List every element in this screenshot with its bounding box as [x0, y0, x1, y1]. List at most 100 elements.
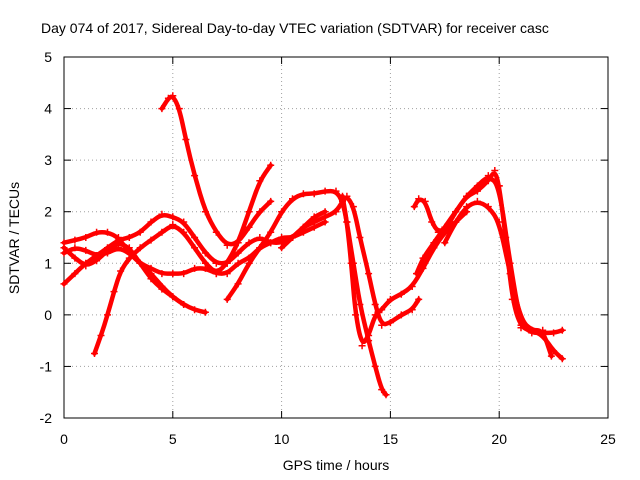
data-point [93, 228, 101, 236]
data-point [256, 177, 264, 185]
data-point [158, 210, 166, 218]
data-point [495, 218, 503, 226]
data-point [473, 187, 481, 195]
data-point [114, 244, 122, 252]
series-sat-d [60, 244, 188, 308]
data-point [371, 301, 379, 308]
series-sat-h [278, 192, 423, 329]
data-point [558, 326, 566, 334]
data-point [267, 239, 275, 247]
data-point [356, 234, 364, 241]
data-point [147, 270, 155, 278]
data-point [223, 241, 231, 249]
data-point [428, 218, 436, 226]
data-point [97, 332, 105, 339]
data-point [371, 311, 379, 319]
data-point [371, 362, 379, 370]
data-point [463, 192, 471, 200]
data-series [60, 92, 566, 399]
data-point [452, 208, 460, 216]
data-point [125, 234, 133, 241]
data-point [349, 203, 357, 211]
x-tick-label: 25 [600, 431, 616, 447]
data-point [212, 270, 220, 278]
data-point [339, 192, 346, 200]
series-line [61, 219, 328, 276]
data-point [397, 290, 405, 298]
data-point [245, 259, 253, 267]
data-point [175, 105, 183, 113]
data-point [91, 350, 98, 357]
data-point [158, 105, 166, 113]
x-tick-label: 10 [274, 431, 290, 447]
data-point [104, 311, 111, 319]
data-point [158, 270, 166, 278]
series-line [224, 188, 389, 398]
data-point [110, 288, 118, 296]
data-point [201, 249, 209, 257]
data-point [382, 391, 390, 399]
data-point [365, 270, 373, 278]
data-point [289, 195, 296, 203]
data-point [117, 267, 125, 275]
data-point [245, 239, 253, 247]
data-point [332, 208, 340, 216]
series-line [340, 193, 469, 345]
data-point [201, 308, 209, 316]
data-point [169, 213, 177, 221]
x-tick-labels: 0 5 10 15 20 25 [60, 431, 616, 447]
data-point [256, 234, 264, 241]
data-point [528, 326, 536, 334]
data-point [267, 161, 275, 169]
data-point [358, 342, 366, 350]
data-point [125, 254, 133, 262]
y-tick-label: 2 [44, 204, 52, 220]
y-tick-label: 4 [44, 101, 52, 117]
data-point [378, 321, 386, 329]
data-point [82, 234, 90, 241]
data-point [71, 270, 79, 278]
data-point [180, 301, 188, 308]
data-point [484, 177, 492, 185]
data-point [234, 259, 242, 267]
data-point [82, 262, 90, 270]
data-point [169, 270, 177, 278]
data-point [158, 228, 166, 236]
data-point [430, 239, 438, 247]
data-point [71, 236, 79, 244]
data-point [136, 244, 144, 252]
data-point [201, 259, 209, 267]
data-point [441, 239, 449, 247]
data-point [71, 254, 79, 262]
series-line [61, 246, 186, 307]
data-point [343, 218, 351, 226]
grid-lines [64, 57, 608, 418]
y-tick-labels: -2 -1 0 1 2 3 4 5 [40, 49, 53, 426]
series-sat-l [441, 197, 555, 360]
data-point [415, 195, 423, 203]
data-point [104, 228, 111, 236]
data-point [386, 295, 394, 303]
data-point [441, 223, 449, 231]
data-point [321, 187, 329, 195]
data-point [136, 228, 144, 236]
data-point [517, 316, 525, 324]
series-sat-f [158, 92, 275, 249]
data-point [234, 239, 242, 247]
data-point [463, 203, 471, 211]
data-point [299, 223, 307, 231]
series-line [159, 94, 273, 247]
data-point [310, 190, 318, 198]
x-tick-label: 5 [169, 431, 177, 447]
data-point [473, 197, 481, 205]
data-point [169, 221, 177, 229]
data-point [191, 306, 199, 314]
data-point [93, 252, 101, 259]
data-point [60, 280, 68, 288]
data-point [408, 306, 416, 314]
data-point [415, 295, 423, 303]
data-point [223, 295, 231, 303]
data-point [180, 270, 188, 278]
x-tick-label: 15 [383, 431, 399, 447]
